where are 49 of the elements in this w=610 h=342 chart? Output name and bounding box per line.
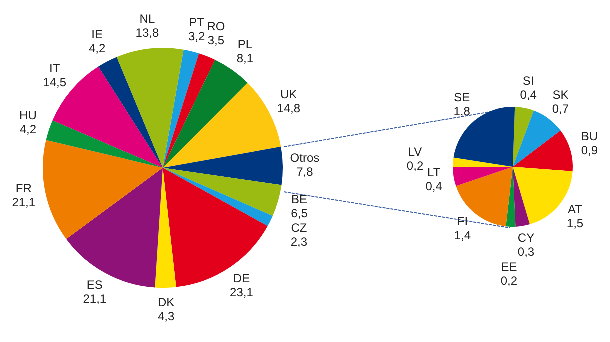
slice-label: IT [50,61,61,76]
slice-label: CY [518,231,535,246]
slice-label: LT [428,166,442,180]
data-label: 0,3 [518,245,535,260]
data-label: 8,1 [236,52,254,66]
slice-label: BE [292,192,308,206]
data-label: 4,2 [20,122,37,137]
data-label: 3,5 [208,34,225,48]
data-label: 4,2 [89,41,106,56]
data-label: 13,8 [136,26,160,40]
slice-label: SE [454,90,470,105]
slice-label: AT [568,202,584,217]
data-label: 1,4 [454,228,472,243]
data-label: 14,8 [277,102,301,116]
slice-label: RO [207,20,226,34]
slice-label: UK [280,88,298,102]
slice-label: SI [522,74,534,88]
slice-label: NL [140,12,156,26]
data-label: 1,8 [454,104,471,119]
data-label: 7,8 [296,165,314,180]
slice-label: SK [552,88,569,102]
slice-label: PL [238,38,253,52]
data-label: 0,2 [500,274,518,288]
slice-label: BU [581,130,598,144]
slice-label: Otros [290,151,320,166]
data-label: 0,4 [520,88,538,102]
slice-label: CZ [291,220,308,235]
slice-label: EE [501,260,518,274]
data-label: 14,5 [43,75,67,90]
data-label: 6,5 [291,206,308,220]
data-label: 0,4 [426,180,443,194]
data-label: 23,1 [230,285,254,300]
data-label: 21,1 [12,196,36,210]
slice-label: PT [189,15,206,30]
slice-label: IE [92,27,104,42]
slice-label: FR [16,182,32,196]
data-label: 0,7 [552,102,570,116]
slice-label: HU [20,108,37,123]
data-label: 21,1 [83,292,107,306]
data-label: 2,3 [290,234,308,249]
slice-label: ES [86,278,103,292]
data-label: 4,3 [158,309,175,324]
data-label: 3,2 [188,29,206,44]
data-label: 1,5 [566,216,584,231]
slice-label: LV [408,144,422,159]
data-label: 0,2 [406,158,424,173]
slice-label: DE [233,271,250,286]
slice-label: DK [158,295,175,310]
data-label: 0,9 [581,144,598,158]
